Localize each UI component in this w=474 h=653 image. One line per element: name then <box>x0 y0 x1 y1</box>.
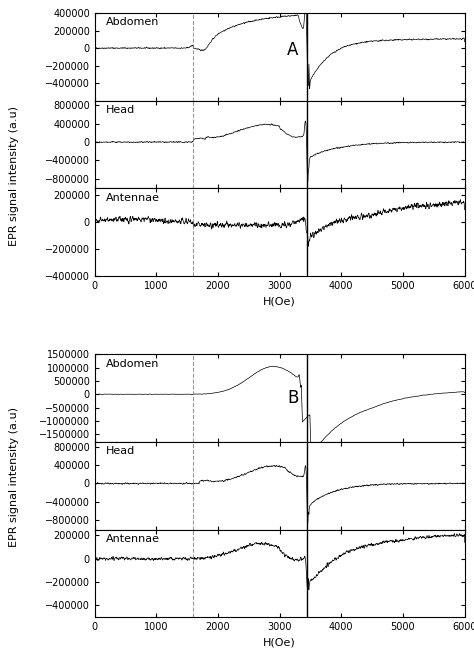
Text: Abdomen: Abdomen <box>106 18 159 27</box>
Text: EPR signal intensity (a.u): EPR signal intensity (a.u) <box>9 106 19 246</box>
Text: Head: Head <box>106 105 135 115</box>
Text: Antennae: Antennae <box>106 534 160 544</box>
Text: Head: Head <box>106 447 135 456</box>
Text: EPR signal intensity (a.u): EPR signal intensity (a.u) <box>9 407 19 547</box>
Text: B: B <box>287 389 299 407</box>
Text: Antennae: Antennae <box>106 193 160 202</box>
Text: A: A <box>287 41 299 59</box>
Text: Abdomen: Abdomen <box>106 359 159 369</box>
X-axis label: H(Oe): H(Oe) <box>263 296 296 306</box>
X-axis label: H(Oe): H(Oe) <box>263 637 296 648</box>
